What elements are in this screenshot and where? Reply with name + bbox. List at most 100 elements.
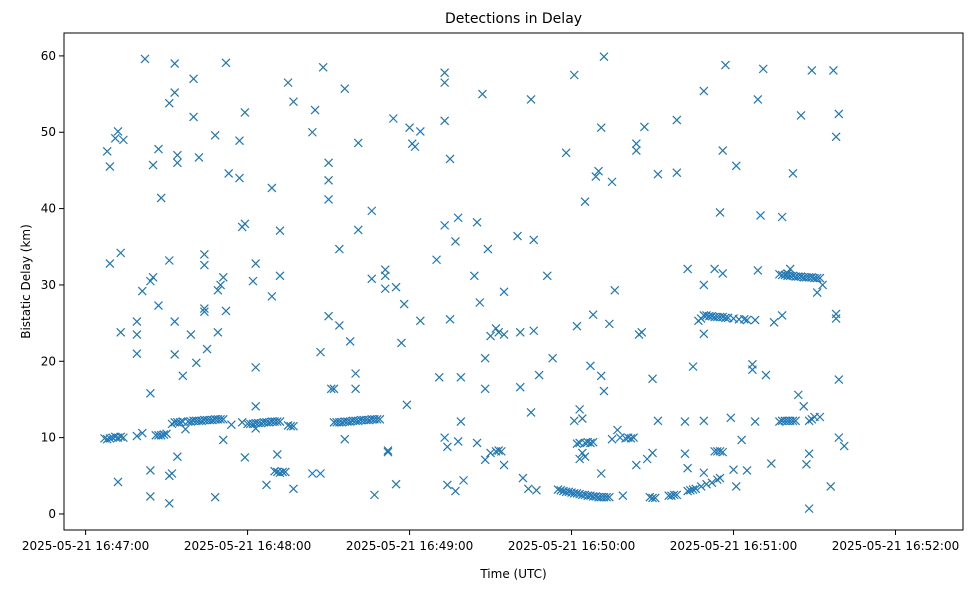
x-tick-label: 2025-05-21 16:48:00 — [184, 539, 311, 553]
data-point — [251, 401, 261, 411]
data-point — [572, 321, 582, 331]
data-point — [275, 271, 285, 281]
data-point — [769, 317, 779, 327]
data-point — [137, 286, 147, 296]
data-point — [602, 492, 612, 502]
data-point — [586, 361, 595, 371]
data-point — [742, 315, 752, 325]
data-point — [116, 248, 126, 258]
data-point — [240, 453, 250, 462]
data-point — [248, 276, 258, 286]
data-point — [653, 169, 663, 179]
data-point — [494, 327, 504, 337]
data-point — [831, 309, 841, 319]
data-point — [515, 327, 525, 337]
data-point — [210, 130, 220, 140]
data-point — [496, 446, 506, 456]
data-point — [839, 441, 849, 451]
data-point — [499, 287, 509, 297]
data-point — [310, 105, 320, 115]
data-point — [834, 109, 844, 119]
data-point — [561, 148, 571, 158]
data-point — [415, 127, 425, 136]
data-point — [345, 337, 355, 346]
data-point — [715, 446, 725, 456]
data-point — [251, 362, 261, 372]
data-point — [588, 310, 598, 320]
data-point — [529, 326, 539, 336]
data-point — [480, 353, 490, 363]
data-point — [456, 417, 466, 427]
data-point — [564, 487, 574, 497]
data-point — [747, 365, 757, 375]
data-point — [170, 59, 180, 68]
data-point — [685, 485, 695, 495]
data-point — [629, 433, 639, 443]
data-point — [289, 97, 298, 107]
data-point — [324, 311, 333, 321]
data-point — [788, 169, 798, 178]
data-point — [189, 112, 199, 122]
data-point — [812, 288, 822, 297]
data-point — [132, 431, 142, 441]
data-point — [653, 416, 663, 426]
data-point — [162, 429, 172, 439]
data-point — [683, 463, 693, 473]
data-point — [434, 372, 444, 382]
data-point — [529, 235, 539, 245]
data-point — [218, 414, 228, 424]
data-point — [575, 438, 585, 448]
data-point — [210, 492, 220, 502]
x-tick-label: 2025-05-21 16:51:00 — [670, 539, 797, 553]
data-point — [324, 195, 333, 204]
data-point — [415, 316, 425, 326]
data-point — [594, 166, 603, 176]
data-point — [483, 244, 493, 254]
data-point — [189, 74, 199, 84]
data-point — [199, 260, 209, 270]
data-point — [515, 382, 525, 392]
data-point — [316, 469, 325, 478]
data-point — [170, 349, 180, 359]
data-point — [807, 65, 817, 75]
data-point — [631, 146, 641, 155]
data-point — [145, 466, 155, 475]
data-point — [631, 460, 641, 470]
data-point — [715, 207, 725, 217]
data-point — [459, 475, 468, 485]
data-point — [170, 317, 180, 327]
data-point — [391, 282, 401, 292]
data-point — [440, 116, 450, 126]
data-point — [272, 417, 282, 427]
data-point — [588, 437, 598, 447]
data-point — [799, 401, 809, 411]
data-point — [388, 114, 398, 123]
data-point — [453, 213, 463, 223]
data-point — [494, 446, 504, 456]
data-point — [631, 139, 641, 149]
data-point — [334, 244, 344, 254]
data-point — [118, 135, 128, 145]
data-point — [370, 490, 379, 500]
data-point — [688, 485, 698, 494]
data-point — [351, 369, 360, 378]
data-point — [648, 448, 657, 458]
data-point — [737, 435, 747, 445]
data-point — [275, 226, 285, 236]
data-point — [526, 94, 536, 104]
data-point — [351, 384, 360, 394]
data-point — [367, 274, 377, 284]
data-point — [688, 362, 698, 372]
data-point — [553, 485, 563, 494]
data-point — [586, 438, 595, 448]
data-point — [132, 317, 142, 327]
data-point — [216, 280, 226, 290]
data-point — [132, 349, 142, 359]
data-point — [599, 52, 609, 62]
data-point — [486, 448, 495, 458]
data-point — [181, 424, 190, 434]
data-point — [307, 127, 317, 137]
data-point — [110, 133, 120, 143]
data-point — [402, 400, 412, 410]
